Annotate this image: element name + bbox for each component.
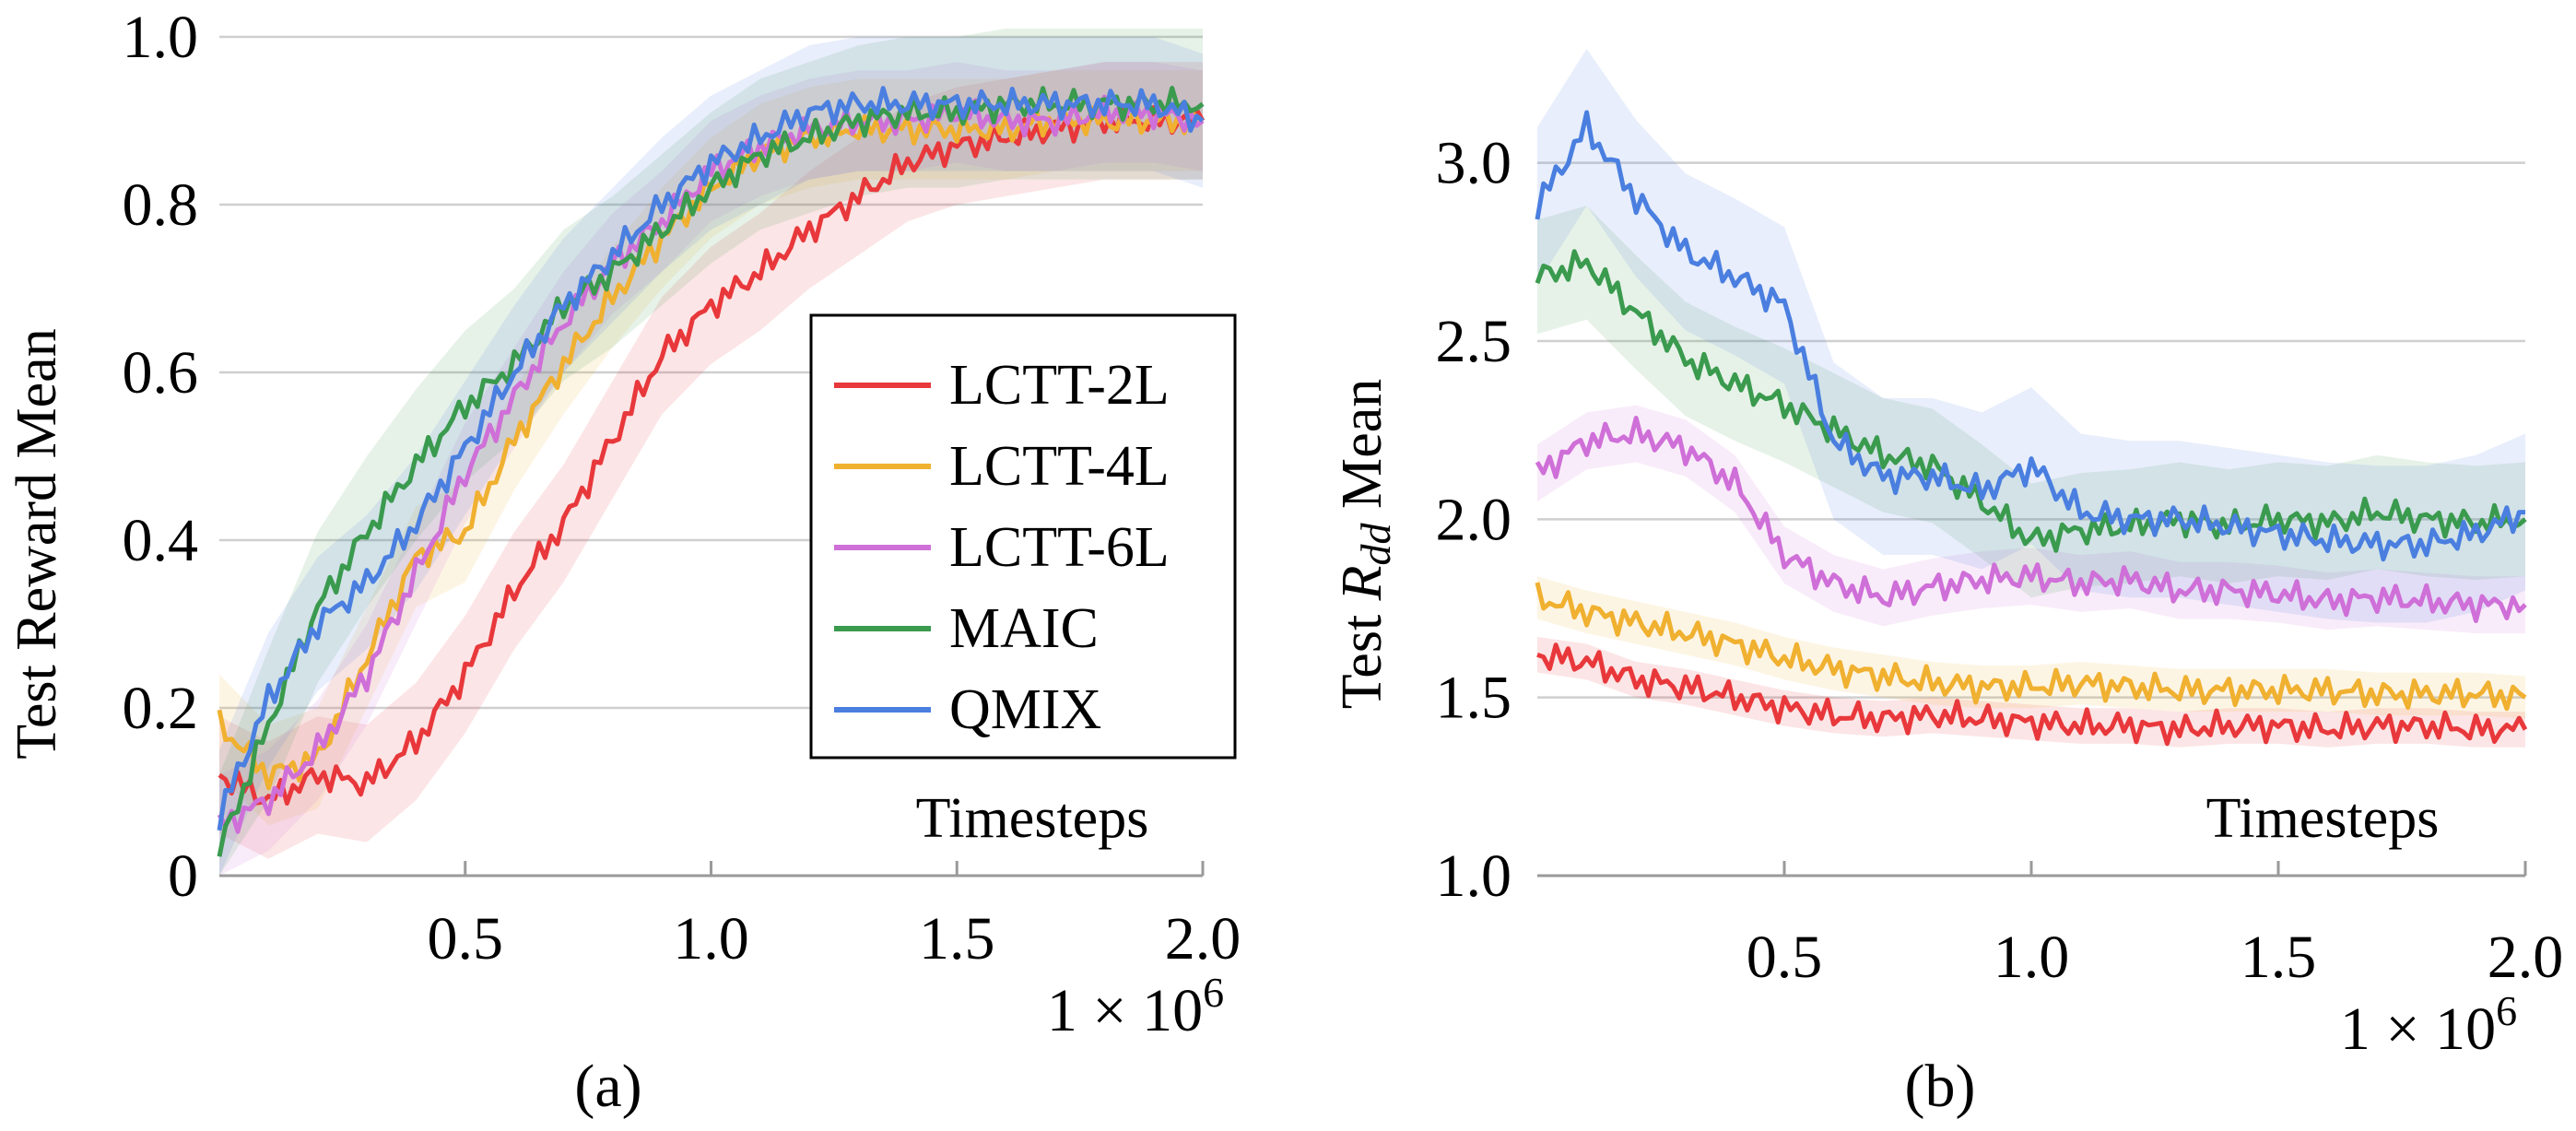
caption-a: (a) xyxy=(574,1053,641,1120)
x-ticks: 0.5 1.0 1.5 2.0 xyxy=(1747,861,2564,991)
y-axis-label: Test Reward Mean xyxy=(6,328,68,759)
x-multiplier: 1 × 106 xyxy=(1047,969,1224,1044)
y-tick-label: 2.0 xyxy=(1436,486,1512,553)
x-ticks: 0.5 1.0 1.5 2.0 xyxy=(428,861,1241,972)
y-tick-label: 0 xyxy=(168,842,198,910)
x-tick-label: 0.5 xyxy=(1747,924,1823,991)
x-tick-label: 1.0 xyxy=(1994,924,2070,991)
chart-panel-a: 0.5 1.0 1.5 2.0 0 0.2 0.4 0.6 0.8 1.0 Test Rewar… xyxy=(6,4,1241,1120)
x-tick-label: 1.5 xyxy=(2241,924,2317,991)
legend-label: LCTT-6L xyxy=(949,516,1170,579)
y-tick-label: 1.5 xyxy=(1436,665,1512,732)
y-ticks: 0 0.2 0.4 0.6 0.8 1.0 xyxy=(123,4,199,910)
x-axis-label: Timesteps xyxy=(2206,787,2440,850)
x-tick-label: 0.5 xyxy=(428,905,504,972)
y-tick-label: 0.8 xyxy=(123,171,199,239)
x-tick-label: 1.0 xyxy=(673,905,749,972)
y-tick-label: 3.0 xyxy=(1436,130,1512,197)
confidence-bands xyxy=(1537,49,2525,748)
y-ticks: 1.0 1.5 2.0 2.5 3.0 xyxy=(1436,130,1512,910)
y-axis-label: Test Rdd Mean xyxy=(1331,379,1399,709)
x-tick-label: 2.0 xyxy=(1165,905,1241,972)
y-tick-label: 0.6 xyxy=(123,339,199,406)
caption-b: (b) xyxy=(1905,1053,1976,1120)
legend-label: LCTT-2L xyxy=(949,354,1170,417)
y-tick-label: 0.2 xyxy=(123,675,199,742)
y-tick-label: 1.0 xyxy=(1436,842,1512,910)
y-tick-label: 0.4 xyxy=(123,507,199,574)
y-tick-label: 1.0 xyxy=(123,4,199,71)
legend: LCTT-2L LCTT-4L LCTT-6L MAIC QMIX xyxy=(811,315,1235,758)
x-axis-label: Timesteps xyxy=(916,787,1149,850)
legend-label: QMIX xyxy=(949,678,1101,741)
chart-panel-b: 0.5 1.0 1.5 2.0 1.0 1.5 2.0 2.5 3.0 Test Rdd Me… xyxy=(1331,49,2563,1120)
x-tick-label: 2.0 xyxy=(2488,924,2564,991)
legend-label: LCTT-4L xyxy=(949,435,1170,498)
legend-label: MAIC xyxy=(949,597,1099,660)
x-tick-label: 1.5 xyxy=(919,905,995,972)
y-tick-label: 2.5 xyxy=(1436,308,1512,375)
x-multiplier: 1 × 106 xyxy=(2340,987,2517,1063)
